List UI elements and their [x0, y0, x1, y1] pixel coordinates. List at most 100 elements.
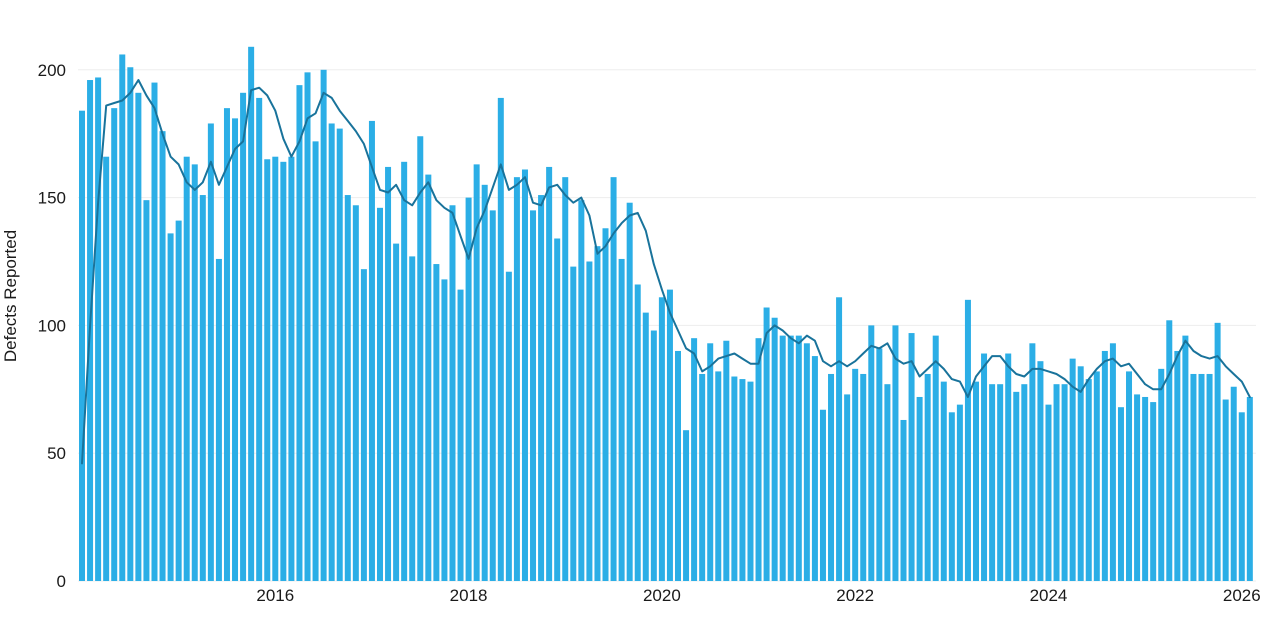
defect-bar-144[interactable]: [1238, 412, 1245, 581]
defect-bar-3[interactable]: [103, 156, 110, 582]
defect-bar-15[interactable]: [199, 195, 206, 581]
defect-bar-0[interactable]: [79, 110, 85, 582]
defect-bar-34[interactable]: [352, 205, 359, 581]
defect-bar-22[interactable]: [256, 97, 263, 581]
defect-bar-4[interactable]: [111, 108, 118, 581]
defect-bar-140[interactable]: [1206, 373, 1213, 581]
defect-bar-100[interactable]: [884, 384, 891, 581]
defect-bar-42[interactable]: [417, 136, 424, 582]
defect-bar-17[interactable]: [215, 258, 222, 581]
defect-bar-29[interactable]: [312, 141, 319, 582]
defect-bar-124[interactable]: [1077, 366, 1084, 581]
defect-bar-32[interactable]: [336, 128, 343, 581]
defect-bar-97[interactable]: [860, 373, 867, 581]
defect-bar-103[interactable]: [908, 333, 915, 581]
defect-bar-6[interactable]: [127, 67, 134, 581]
defect-bar-122[interactable]: [1061, 384, 1068, 581]
defect-bar-43[interactable]: [425, 174, 432, 581]
defect-bar-138[interactable]: [1190, 373, 1197, 581]
defect-bar-39[interactable]: [393, 243, 400, 581]
defect-bar-72[interactable]: [658, 297, 665, 581]
defect-bar-134[interactable]: [1158, 368, 1165, 581]
defect-bar-56[interactable]: [530, 210, 537, 581]
defect-bar-16[interactable]: [207, 123, 214, 581]
defect-bar-55[interactable]: [521, 169, 528, 581]
defect-bar-74[interactable]: [674, 350, 681, 581]
defect-bar-89[interactable]: [795, 335, 802, 581]
defect-bar-33[interactable]: [344, 195, 351, 581]
defect-bar-99[interactable]: [876, 348, 883, 581]
defect-bar-40[interactable]: [401, 161, 408, 582]
defect-bar-115[interactable]: [1005, 353, 1012, 581]
defect-bar-13[interactable]: [183, 156, 190, 582]
defect-bar-77[interactable]: [699, 373, 706, 581]
defect-bar-27[interactable]: [296, 85, 303, 582]
defect-bar-95[interactable]: [844, 394, 851, 581]
defect-bar-123[interactable]: [1069, 358, 1076, 581]
defect-bar-35[interactable]: [360, 269, 367, 581]
defect-bar-104[interactable]: [916, 396, 923, 581]
defect-bar-91[interactable]: [811, 356, 818, 581]
defect-bar-119[interactable]: [1037, 361, 1044, 581]
defect-bar-75[interactable]: [683, 430, 690, 581]
defect-bar-106[interactable]: [932, 335, 939, 581]
defect-bar-107[interactable]: [940, 381, 947, 581]
defect-bar-37[interactable]: [376, 207, 383, 581]
defect-bar-7[interactable]: [135, 92, 142, 581]
defect-bar-54[interactable]: [513, 177, 520, 582]
defect-bar-102[interactable]: [900, 419, 907, 581]
defect-bar-31[interactable]: [328, 123, 335, 581]
defect-bar-23[interactable]: [264, 159, 271, 581]
defect-bar-58[interactable]: [546, 166, 553, 582]
defect-bar-68[interactable]: [626, 202, 633, 581]
defect-bar-60[interactable]: [562, 177, 569, 582]
defect-bar-19[interactable]: [232, 118, 239, 581]
defect-bar-129[interactable]: [1117, 407, 1124, 581]
defect-bar-128[interactable]: [1109, 343, 1116, 581]
defect-bar-48[interactable]: [465, 197, 472, 581]
defect-bar-120[interactable]: [1045, 404, 1052, 581]
defect-bar-139[interactable]: [1198, 373, 1205, 581]
defect-bar-41[interactable]: [409, 256, 416, 581]
defect-bar-44[interactable]: [433, 264, 440, 581]
defect-bar-20[interactable]: [240, 92, 247, 581]
defect-bar-80[interactable]: [723, 340, 730, 581]
defect-bar-45[interactable]: [441, 279, 448, 581]
defect-bar-46[interactable]: [449, 205, 456, 581]
defect-bar-101[interactable]: [892, 325, 899, 581]
defect-bar-73[interactable]: [666, 289, 673, 581]
defect-bar-127[interactable]: [1101, 350, 1108, 581]
defect-bar-26[interactable]: [288, 156, 295, 582]
defect-bar-18[interactable]: [223, 108, 230, 581]
defect-bar-109[interactable]: [956, 404, 963, 581]
defect-bar-105[interactable]: [924, 373, 931, 581]
defect-bar-62[interactable]: [578, 200, 585, 581]
defect-bar-137[interactable]: [1182, 335, 1189, 581]
defect-bar-53[interactable]: [505, 271, 512, 581]
defect-bar-14[interactable]: [191, 164, 198, 581]
defect-bar-65[interactable]: [602, 228, 609, 581]
defect-bar-98[interactable]: [868, 325, 875, 581]
defect-bar-28[interactable]: [304, 72, 311, 581]
defect-bar-136[interactable]: [1174, 350, 1181, 581]
defect-bar-142[interactable]: [1222, 399, 1229, 581]
defect-bar-67[interactable]: [618, 258, 625, 581]
defect-bar-83[interactable]: [747, 381, 754, 581]
defect-bar-79[interactable]: [715, 371, 722, 581]
defect-bar-25[interactable]: [280, 161, 287, 582]
defect-bar-70[interactable]: [642, 312, 649, 581]
defect-bar-51[interactable]: [489, 210, 496, 581]
defect-bar-49[interactable]: [473, 164, 480, 581]
defect-bar-30[interactable]: [320, 69, 327, 582]
defect-bar-24[interactable]: [272, 156, 279, 582]
defect-bar-130[interactable]: [1126, 371, 1133, 581]
defect-bar-113[interactable]: [989, 384, 996, 581]
defect-bar-82[interactable]: [739, 379, 746, 581]
defect-bar-38[interactable]: [385, 166, 392, 582]
defect-bar-12[interactable]: [175, 220, 182, 581]
defect-bar-10[interactable]: [159, 131, 166, 582]
defect-bar-87[interactable]: [779, 335, 786, 581]
defect-bar-8[interactable]: [143, 200, 150, 581]
defect-bar-71[interactable]: [650, 330, 657, 581]
